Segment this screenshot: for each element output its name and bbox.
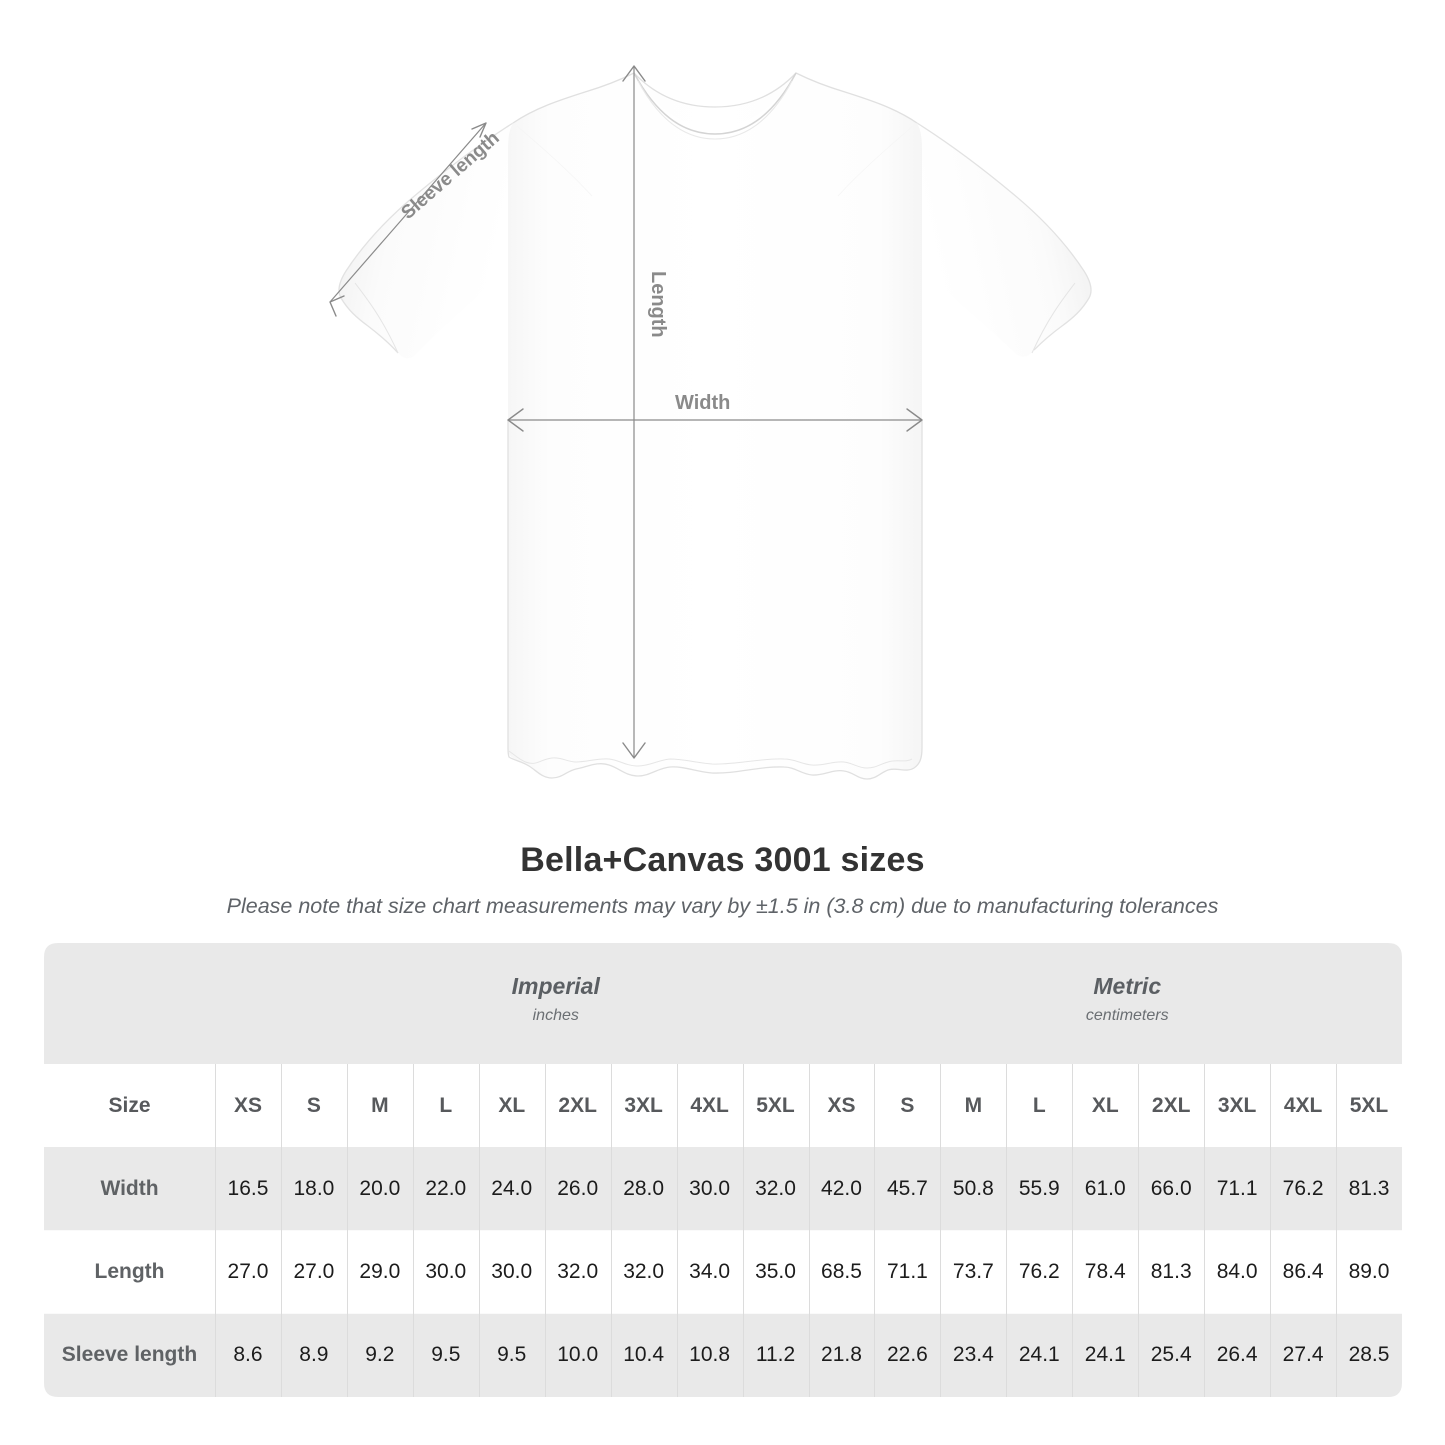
svg-text:Length: Length xyxy=(647,271,669,338)
svg-text:Width: Width xyxy=(675,392,730,414)
